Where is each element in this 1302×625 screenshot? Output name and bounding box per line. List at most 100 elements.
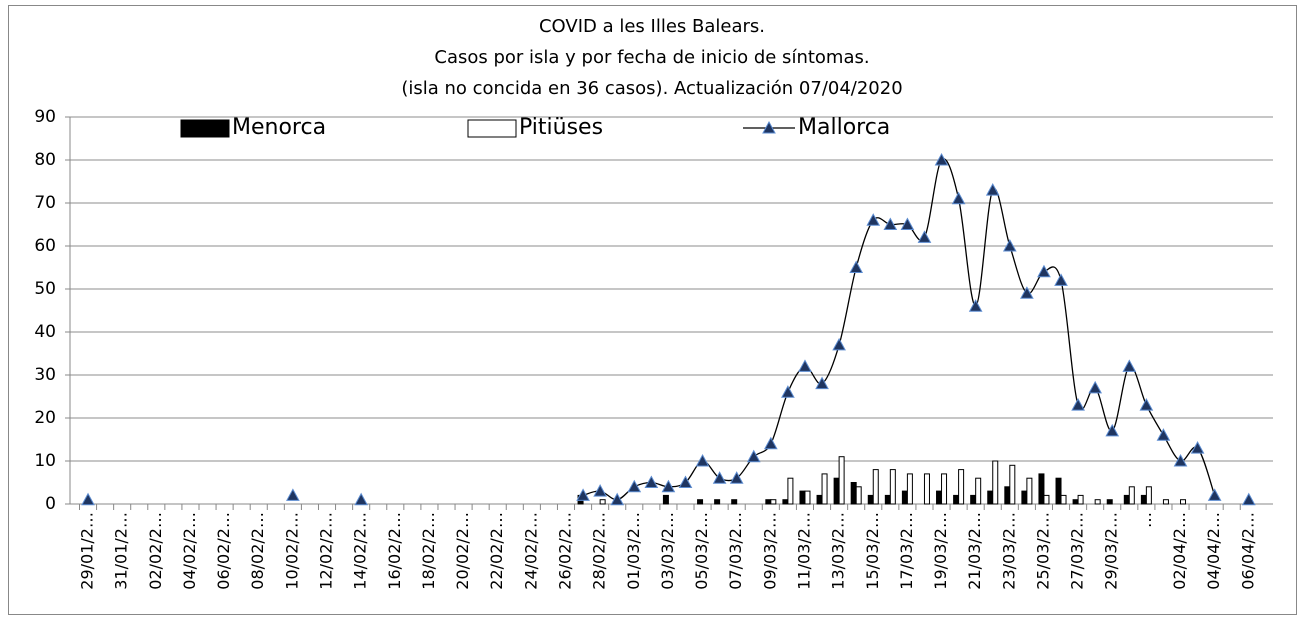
bar <box>850 482 857 505</box>
chart-border <box>8 5 1297 615</box>
y-tick-label: 30 <box>34 365 56 385</box>
bar <box>697 499 704 505</box>
x-tick-label: 23/03/2… <box>999 512 1018 590</box>
bar <box>731 499 738 505</box>
marker <box>951 191 966 205</box>
x-tick-label: 11/03/2… <box>794 512 813 590</box>
x-tick-label: 05/03/2… <box>692 512 711 590</box>
marker <box>883 217 898 230</box>
x-tick-label: 15/03/2… <box>863 512 882 590</box>
x-tick-label: 02/02/2… <box>146 512 165 590</box>
x-tick-label: 13/03/2… <box>829 512 848 590</box>
y-tick-label: 10 <box>34 451 56 471</box>
bar <box>970 494 977 505</box>
marker <box>1020 286 1034 299</box>
bar <box>799 490 806 505</box>
bar <box>804 490 811 505</box>
marker <box>81 492 95 506</box>
x-tick-label: 29/01/2… <box>78 512 97 590</box>
bar <box>714 499 721 505</box>
x-tick-label: 08/02/2… <box>248 512 267 590</box>
x-tick-label: 04/04/2… <box>1204 512 1223 590</box>
marker <box>781 385 795 398</box>
marker <box>286 488 300 501</box>
marker <box>729 471 744 484</box>
marker <box>644 475 659 488</box>
bar <box>1043 494 1050 505</box>
bar <box>838 456 845 505</box>
x-tick-label: 19/03/2… <box>931 512 950 590</box>
y-tick-label: 20 <box>34 408 56 428</box>
marker <box>1156 428 1171 441</box>
bar <box>821 473 828 505</box>
bar <box>1145 486 1152 505</box>
x-tick-label: 06/02/2… <box>214 512 233 590</box>
marker <box>695 453 710 467</box>
legend-marker <box>762 120 776 134</box>
y-tick-label: 40 <box>34 322 56 342</box>
bar <box>872 469 879 505</box>
y-tick-label: 50 <box>34 279 56 299</box>
marker <box>576 488 590 501</box>
bar <box>855 486 862 505</box>
marker <box>610 492 625 506</box>
bar <box>923 473 930 505</box>
x-tick-label: 16/02/2… <box>385 512 404 590</box>
marker <box>661 479 676 493</box>
legend-swatch <box>180 119 230 138</box>
x-tick-label: 12/02/2… <box>317 512 336 590</box>
x-tick-label: 18/02/2… <box>419 512 438 590</box>
marker <box>1002 238 1017 252</box>
bar <box>770 499 777 505</box>
bar <box>936 490 943 505</box>
marker <box>627 479 642 493</box>
bar <box>1162 499 1169 505</box>
marker <box>1122 359 1137 372</box>
x-tick-label: 29/03/2… <box>1102 512 1121 590</box>
bar <box>1072 499 1079 505</box>
marker <box>1241 492 1256 506</box>
bar <box>1094 499 1101 505</box>
x-tick-label: 17/03/2… <box>897 512 916 590</box>
chart-title: (isla no concida en 36 casos). Actualiza… <box>401 78 902 99</box>
y-tick-label: 60 <box>34 236 56 256</box>
bar <box>833 477 840 505</box>
bar <box>782 499 789 505</box>
bar <box>599 499 606 505</box>
bar <box>1140 494 1147 505</box>
x-tick-label: 22/02/2… <box>487 512 506 590</box>
marker <box>917 230 932 243</box>
bar <box>1128 486 1135 505</box>
marker <box>849 260 864 273</box>
bar <box>662 494 669 505</box>
chart-title: COVID a les Illes Balears. <box>539 16 765 37</box>
x-tick-label: 27/03/2… <box>1068 512 1087 590</box>
marker <box>968 299 983 312</box>
marker <box>1054 273 1068 286</box>
marker <box>900 217 915 230</box>
marker <box>798 359 812 372</box>
marker <box>1088 380 1103 394</box>
marker <box>746 449 761 463</box>
legend-label: Menorca <box>232 115 326 140</box>
x-tick-label: 24/02/2… <box>521 512 540 590</box>
bar <box>1009 464 1016 505</box>
bar <box>975 477 982 505</box>
x-tick-label: 20/02/2… <box>453 512 472 590</box>
bar <box>958 469 965 505</box>
bar <box>889 469 896 505</box>
bar <box>953 494 960 505</box>
bar <box>1180 499 1187 505</box>
bar <box>765 499 772 505</box>
marker <box>1173 453 1188 467</box>
x-tick-label: 21/03/2… <box>965 512 984 590</box>
bar <box>884 494 891 505</box>
marker <box>832 337 846 351</box>
y-tick-label: 70 <box>34 193 56 213</box>
x-tick-label: 07/03/2… <box>726 512 745 590</box>
marker <box>1207 488 1222 501</box>
bar <box>987 490 994 505</box>
marker <box>678 475 693 488</box>
bar <box>1060 494 1067 505</box>
